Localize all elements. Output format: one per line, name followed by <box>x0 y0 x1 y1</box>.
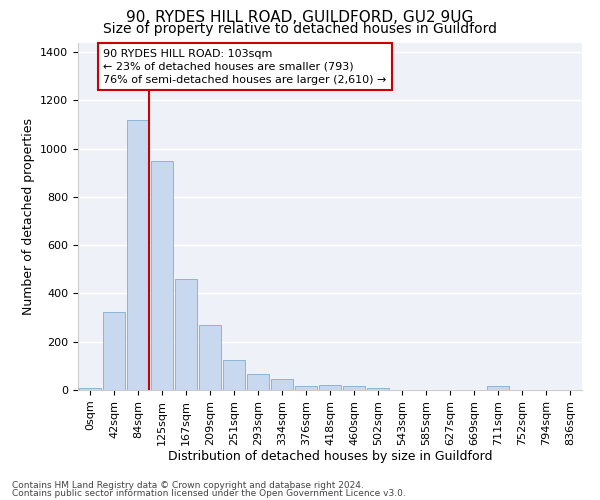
Y-axis label: Number of detached properties: Number of detached properties <box>22 118 35 315</box>
Bar <box>199 325 221 390</box>
Bar <box>223 360 245 390</box>
Bar <box>319 384 341 390</box>
Bar <box>343 386 365 390</box>
Text: Size of property relative to detached houses in Guildford: Size of property relative to detached ho… <box>103 22 497 36</box>
Bar <box>103 312 125 390</box>
Bar <box>175 279 197 390</box>
Text: 90 RYDES HILL ROAD: 103sqm
← 23% of detached houses are smaller (793)
76% of sem: 90 RYDES HILL ROAD: 103sqm ← 23% of deta… <box>103 48 386 85</box>
Bar <box>271 379 293 390</box>
Bar <box>367 388 389 390</box>
Bar <box>247 374 269 390</box>
Bar <box>79 388 101 390</box>
Bar <box>127 120 149 390</box>
Text: Contains HM Land Registry data © Crown copyright and database right 2024.: Contains HM Land Registry data © Crown c… <box>12 481 364 490</box>
Text: Contains public sector information licensed under the Open Government Licence v3: Contains public sector information licen… <box>12 488 406 498</box>
Bar <box>487 386 509 390</box>
Bar <box>295 386 317 390</box>
Bar <box>151 160 173 390</box>
X-axis label: Distribution of detached houses by size in Guildford: Distribution of detached houses by size … <box>168 450 492 464</box>
Text: 90, RYDES HILL ROAD, GUILDFORD, GU2 9UG: 90, RYDES HILL ROAD, GUILDFORD, GU2 9UG <box>127 10 473 25</box>
